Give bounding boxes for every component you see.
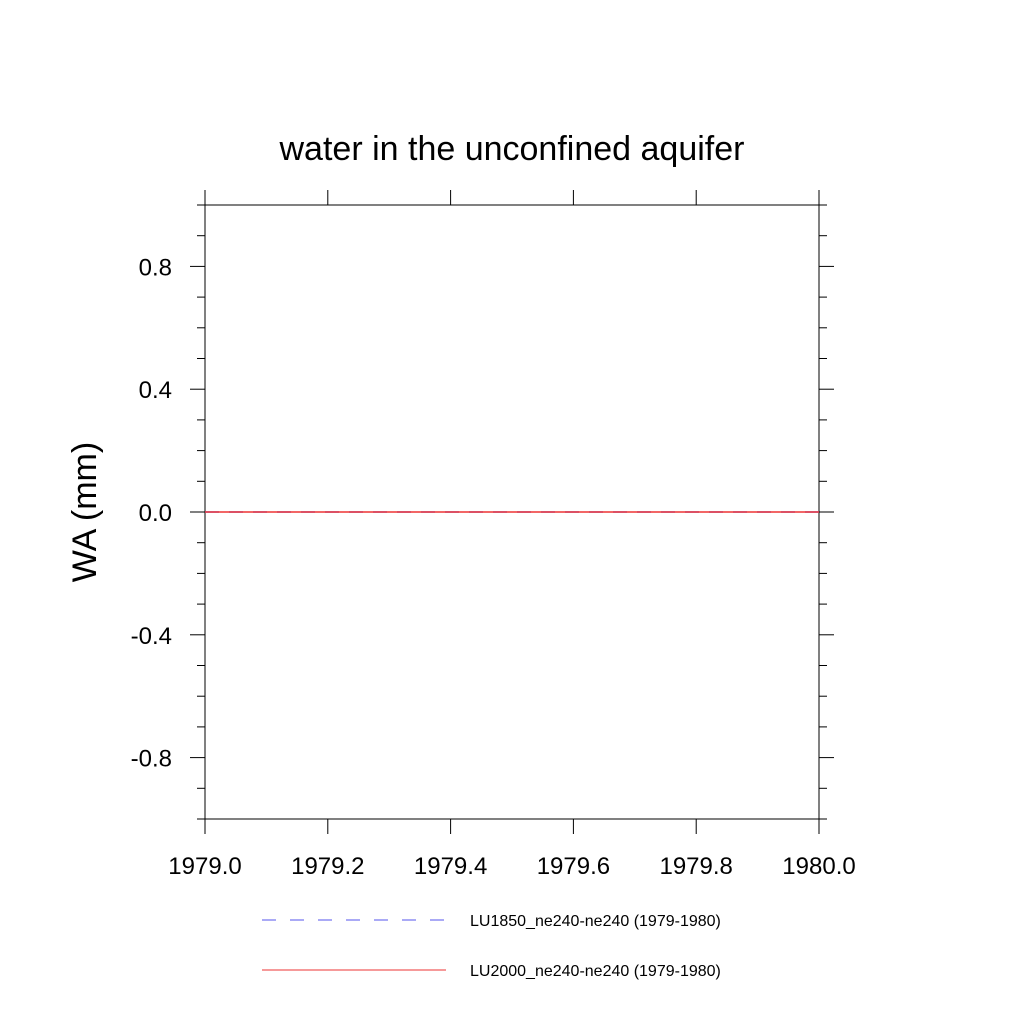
x-tick-label: 1979.8: [659, 853, 732, 880]
x-tick-label: 1980.0: [782, 853, 855, 880]
ticks-layer: 1979.0 1979.2 1979.4 1979.6 1979.8 1980.0 -0.8…: [131, 190, 856, 880]
y-tick-label: -0.4: [131, 623, 172, 650]
legend-label-2: LU2000_ne240-ne240 (1979-1980): [470, 963, 721, 980]
x-tick-label: 1979.2: [291, 853, 364, 880]
legend-label-1: LU1850_ne240-ne240 (1979-1980): [470, 913, 721, 930]
legend: LU1850_ne240-ne240 (1979-1980) LU2000_ne2…: [262, 913, 721, 980]
x-tick-label: 1979.4: [414, 853, 487, 880]
y-tick-label: -0.8: [131, 746, 172, 773]
chart-title: water in the unconfined aquifer: [279, 130, 745, 168]
y-tick-label: 0.8: [139, 254, 172, 281]
x-tick-label: 1979.6: [537, 853, 610, 880]
y-axis-label: WA (mm): [66, 442, 104, 582]
y-tick-label: 0.0: [139, 500, 172, 527]
y-tick-label: 0.4: [139, 377, 172, 404]
x-tick-label: 1979.0: [168, 853, 241, 880]
